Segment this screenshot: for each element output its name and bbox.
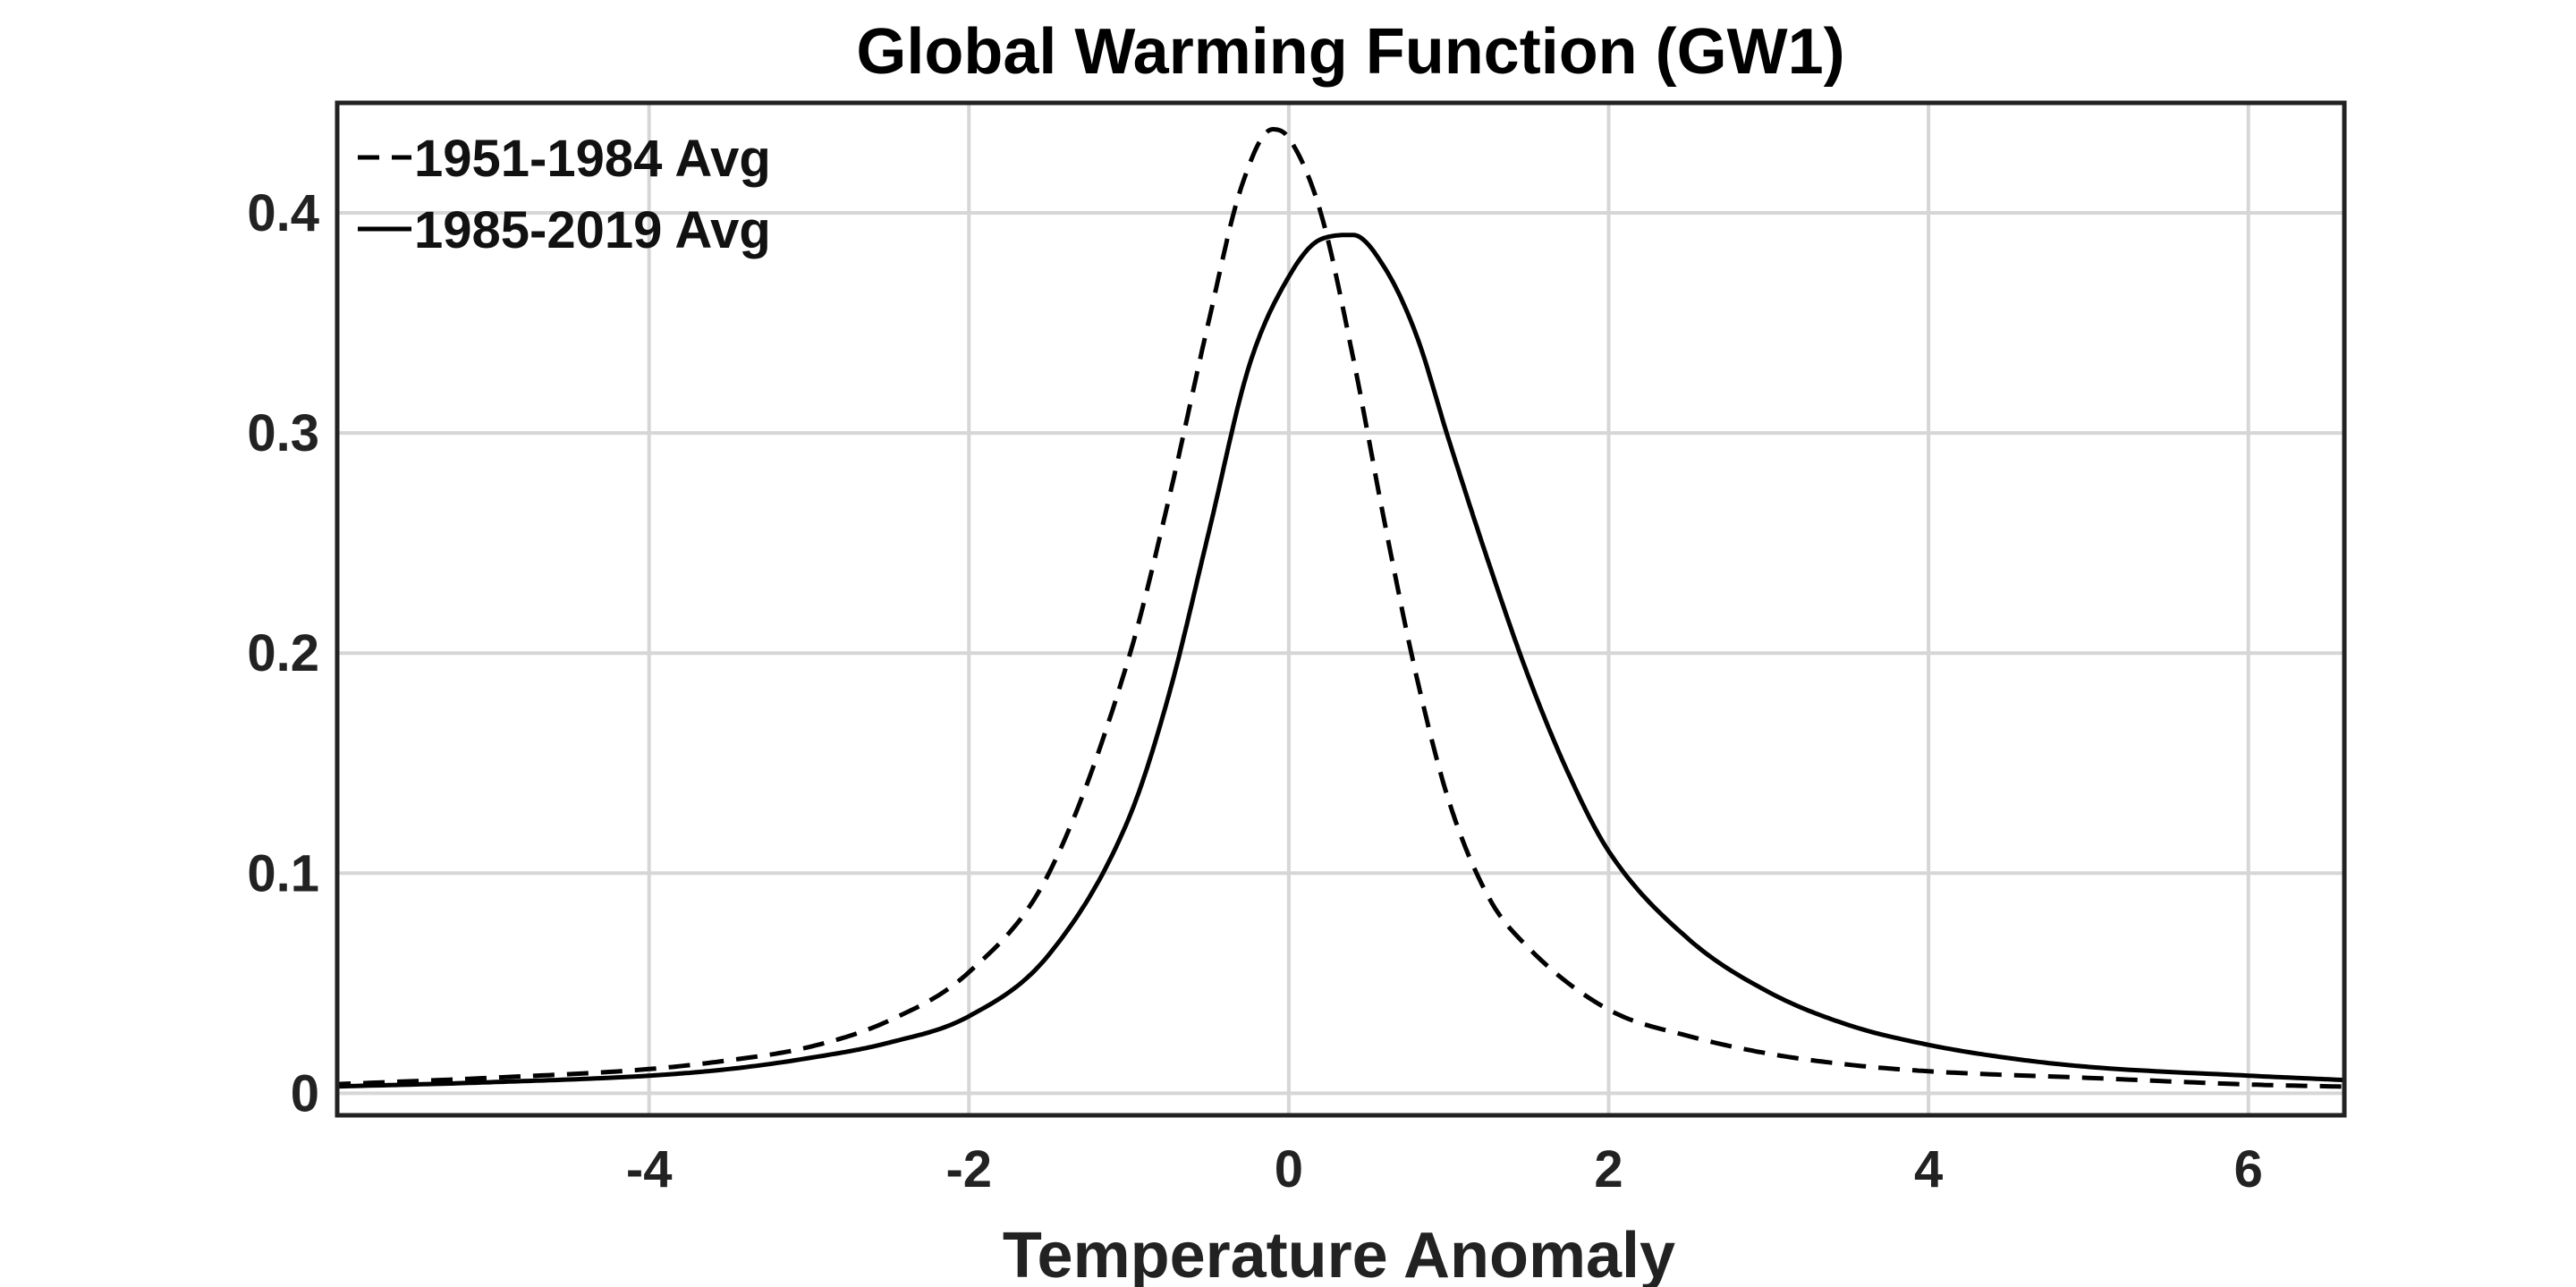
chart-title: Global Warming Function (GW1): [856, 16, 1844, 88]
x-tick-label: -4: [626, 1140, 673, 1198]
y-tick-label: 0.2: [247, 624, 319, 682]
x-tick-label: 0: [1275, 1140, 1303, 1198]
x-ticks: -4 -2 0 2 4 6: [626, 1140, 2263, 1198]
grid: [337, 103, 2344, 1115]
x-axis-label: Temperature Anomaly: [1003, 1220, 1675, 1287]
y-tick-label: 0.4: [247, 184, 319, 242]
x-tick-label: 6: [2234, 1140, 2263, 1198]
y-ticks: 0 0.1 0.2 0.3 0.4: [247, 184, 319, 1122]
x-tick-label: 2: [1594, 1140, 1623, 1198]
plot-frame: [335, 100, 2347, 1118]
x-tick-label: 4: [1914, 1140, 1943, 1198]
y-tick-label: 0.3: [247, 404, 319, 462]
x-tick-label: -2: [945, 1140, 992, 1198]
y-tick-label: 0.1: [247, 844, 319, 902]
series-line-solid: [337, 233, 2344, 1089]
legend: 1951-1984 Avg 1985-2019 Avg: [358, 130, 771, 259]
legend-label: 1951-1984 Avg: [414, 130, 771, 188]
series-lines: [337, 127, 2344, 1089]
y-tick-label: 0: [291, 1064, 319, 1122]
series-line-dashed: [337, 127, 2344, 1089]
legend-label: 1985-2019 Avg: [414, 201, 771, 259]
